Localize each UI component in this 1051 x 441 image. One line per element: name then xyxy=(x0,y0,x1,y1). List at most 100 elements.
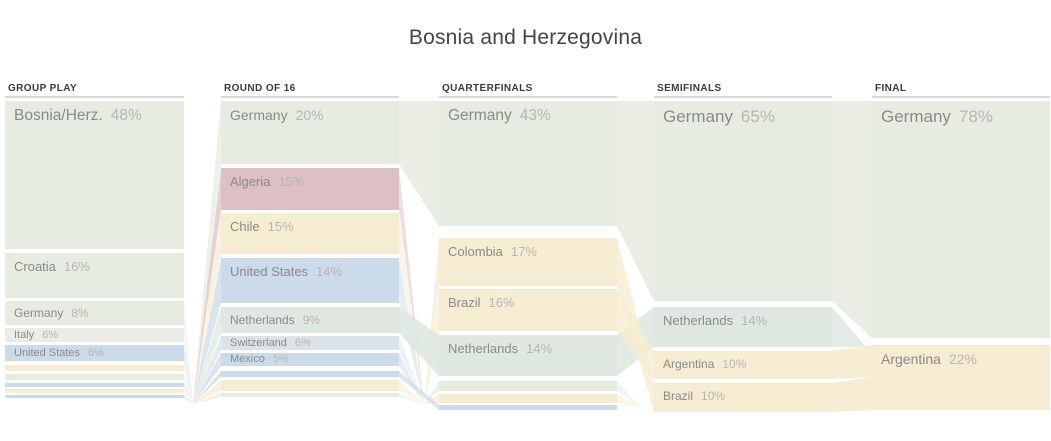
node-quarterfinals-brazil[interactable]: Brazil 16% xyxy=(439,289,617,331)
flow-ribbon xyxy=(832,345,872,379)
node-semifinals-argentina[interactable]: Argentina 10% xyxy=(654,351,832,379)
flow-ribbon xyxy=(617,381,640,407)
team-label: Germany xyxy=(230,107,288,123)
team-label: Germany xyxy=(663,107,733,126)
probability-value: 14% xyxy=(741,313,768,328)
node-group-play-minor xyxy=(5,395,184,398)
flow-ribbon xyxy=(832,377,872,412)
team-label: Argentina xyxy=(663,357,715,371)
team-label: United States xyxy=(230,264,309,279)
team-label: Chile xyxy=(230,219,260,234)
node-final-argentina[interactable]: Argentina 22% xyxy=(872,345,1050,410)
flow-ribbon xyxy=(193,393,221,404)
team-label: Algeria xyxy=(230,174,271,189)
flow-ribbon xyxy=(184,374,193,404)
probability-value: 10% xyxy=(722,357,747,371)
team-label: Germany xyxy=(881,107,951,126)
flow-ribbon xyxy=(617,394,640,407)
node-round-of-16-chile[interactable]: Chile 15% xyxy=(221,213,399,254)
flow-ribbon xyxy=(193,258,221,404)
probability-value: 16% xyxy=(63,259,90,274)
probability-value: 17% xyxy=(510,244,537,259)
node-round-of-16-germany[interactable]: Germany 20% xyxy=(221,101,399,164)
flow-ribbon xyxy=(399,101,439,226)
stage-rule xyxy=(654,96,832,98)
flow-ribbon xyxy=(617,101,654,301)
node-group-play-croatia[interactable]: Croatia 16% xyxy=(5,253,184,298)
node-group-play-minor xyxy=(5,383,184,387)
probability-value: 6% xyxy=(294,336,311,349)
stage-header-quarterfinals: QUARTERFINALS xyxy=(442,83,533,94)
node-final-germany[interactable]: Germany 78% xyxy=(872,101,1050,338)
flow-ribbon xyxy=(184,383,193,404)
stage-rule xyxy=(439,96,617,98)
node-quarterfinals-minor xyxy=(439,394,617,403)
node-round-of-16-algeria[interactable]: Algeria 15% xyxy=(221,168,399,210)
team-label: Germany xyxy=(14,306,64,320)
stage-rule xyxy=(872,96,1050,98)
flow-ribbon xyxy=(184,389,193,404)
node-group-play-bosnia-herz[interactable]: Bosnia/Herz. 48% xyxy=(5,101,184,249)
node-quarterfinals-netherlands[interactable]: Netherlands 14% xyxy=(439,335,617,376)
team-label: Germany xyxy=(448,107,512,124)
probability-value: 5% xyxy=(272,353,289,365)
flow-ribbon xyxy=(184,345,193,404)
node-group-play-minor xyxy=(5,374,184,380)
node-round-of-16-united-states[interactable]: United States 14% xyxy=(221,258,399,303)
probability-value: 43% xyxy=(519,107,551,124)
flow-ribbon xyxy=(184,365,193,404)
node-round-of-16-mexico[interactable]: Mexico 5% xyxy=(221,353,399,366)
flow-ribbon xyxy=(193,307,221,404)
node-round-of-16-netherlands[interactable]: Netherlands 9% xyxy=(221,307,399,333)
flow-ribbon xyxy=(832,101,872,338)
node-semifinals-brazil[interactable]: Brazil 10% xyxy=(654,383,832,412)
flow-ribbon xyxy=(193,168,221,404)
node-group-play-italy[interactable]: Italy 6% xyxy=(5,328,184,342)
probability-value: 9% xyxy=(302,313,321,327)
stage-header-final: FINAL xyxy=(875,83,907,94)
flow-ribbon xyxy=(193,353,221,404)
flow-ribbon xyxy=(399,393,424,404)
node-quarterfinals-germany[interactable]: Germany 43% xyxy=(439,101,617,226)
flow-ribbon xyxy=(184,328,193,404)
flow-ribbon xyxy=(399,380,424,404)
team-label: Argentina xyxy=(881,351,941,367)
flow-ribbon xyxy=(193,101,221,404)
team-label: Croatia xyxy=(14,259,56,274)
stage-header-semifinals: SEMIFINALS xyxy=(657,83,722,94)
flow-ribbon xyxy=(193,371,221,404)
node-round-of-16-minor xyxy=(221,380,399,391)
flow-ribbon xyxy=(617,289,654,379)
node-semifinals-netherlands[interactable]: Netherlands 14% xyxy=(654,307,832,347)
team-label: Mexico xyxy=(230,353,265,365)
probability-value: 78% xyxy=(958,107,993,126)
node-quarterfinals-minor xyxy=(439,405,617,410)
flow-ribbon xyxy=(184,301,193,404)
stage-rule xyxy=(5,96,184,98)
team-label: Switzerland xyxy=(230,336,287,349)
node-round-of-16-minor xyxy=(221,371,399,377)
probability-value: 65% xyxy=(740,107,775,126)
team-label: Netherlands xyxy=(448,341,519,356)
node-quarterfinals-minor xyxy=(439,381,617,391)
team-label: Netherlands xyxy=(230,313,295,327)
node-group-play-united-states[interactable]: United States 6% xyxy=(5,345,184,361)
node-group-play-germany[interactable]: Germany 8% xyxy=(5,301,184,325)
probability-value: 22% xyxy=(948,351,977,367)
flow-ribbon xyxy=(399,307,439,376)
node-group-play-minor xyxy=(5,389,184,393)
node-round-of-16-switzerland[interactable]: Switzerland 6% xyxy=(221,336,399,350)
node-quarterfinals-colombia[interactable]: Colombia 17% xyxy=(439,238,617,286)
flow-ribbon xyxy=(193,380,221,404)
probability-value: 20% xyxy=(295,107,324,123)
probability-value: 48% xyxy=(110,107,142,124)
team-label: Colombia xyxy=(448,244,503,259)
flow-ribbon xyxy=(184,395,193,404)
node-semifinals-germany[interactable]: Germany 65% xyxy=(654,101,832,301)
team-label: Brazil xyxy=(448,295,481,310)
stage-header-round-of-16: ROUND OF 16 xyxy=(224,83,296,94)
flow-ribbon xyxy=(193,213,221,404)
flow-ribbon xyxy=(193,336,221,404)
probability-value: 14% xyxy=(526,341,553,356)
